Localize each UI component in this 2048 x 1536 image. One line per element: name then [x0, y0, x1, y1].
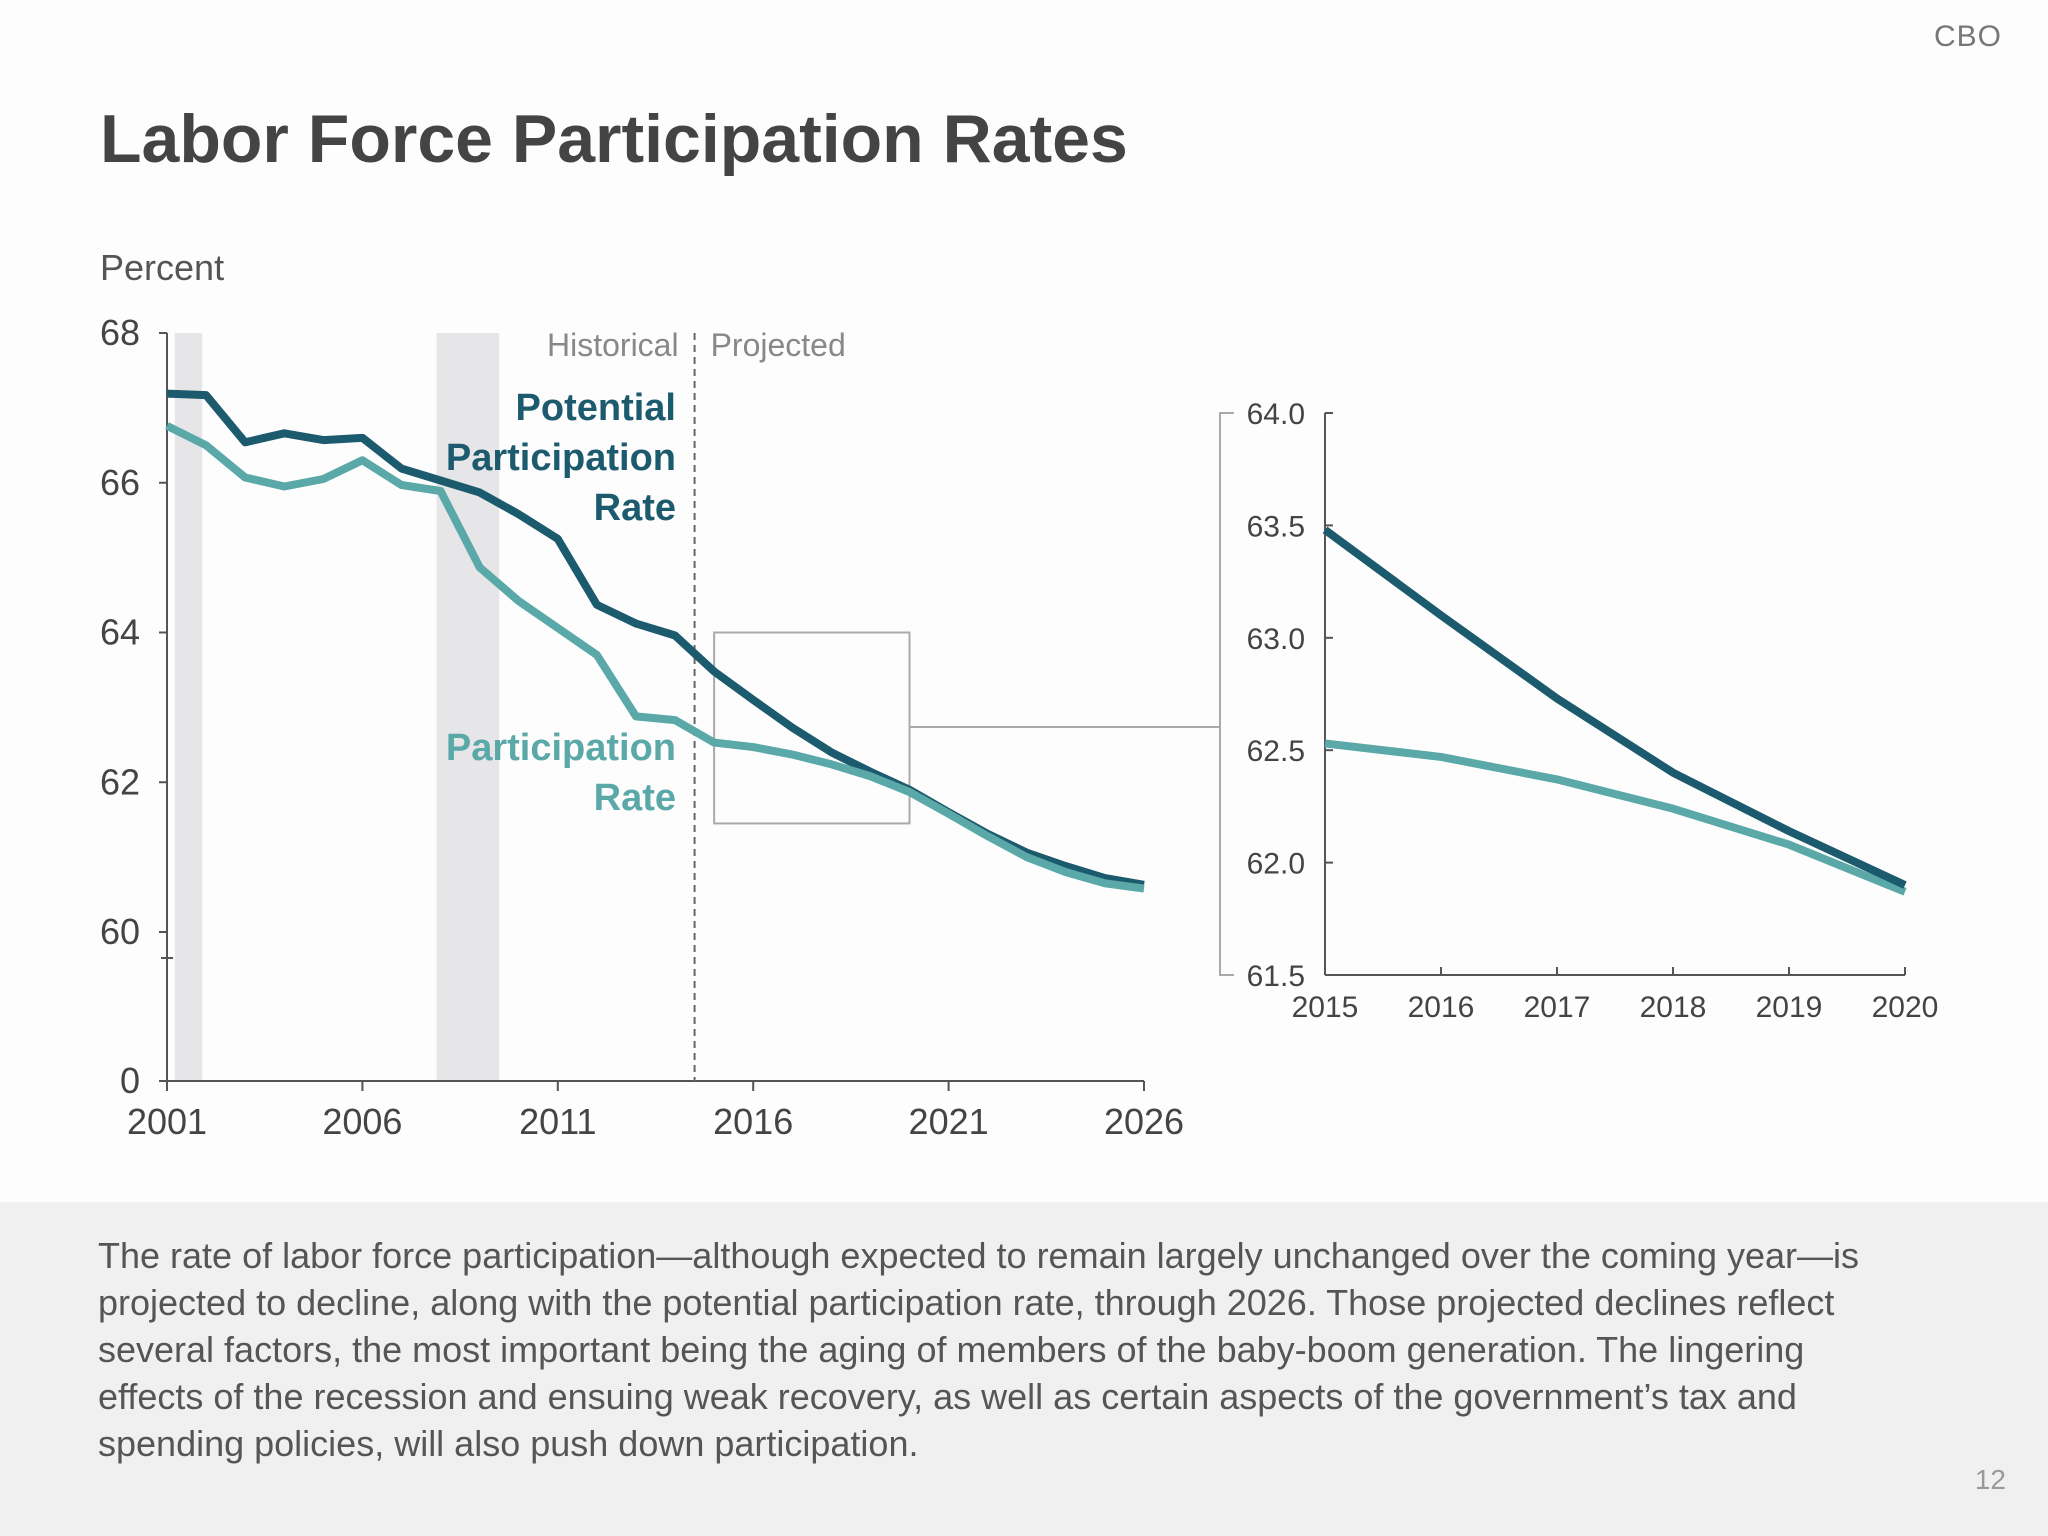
y-axis-label: Percent	[100, 247, 224, 288]
inset-x-tick-label: 2016	[1408, 991, 1475, 1024]
inset-x-tick-label: 2015	[1292, 991, 1359, 1024]
y-tick-label: 66	[100, 462, 140, 503]
series-label: Participation	[446, 727, 676, 769]
y-tick-label: 60	[100, 911, 140, 952]
projected-label: Projected	[711, 327, 846, 363]
inset-y-tick-label: 62.5	[1247, 735, 1305, 768]
y-tick-label: 0	[120, 1060, 140, 1101]
y-tick-label: 62	[100, 761, 140, 802]
cbo-label: CBO	[1933, 20, 2002, 53]
chart: Percent 0 60 62 64 66 68 2001 2006 2011 2016 2021 2…	[100, 247, 1939, 1142]
recession-shading	[436, 333, 500, 1081]
inset-y-tick-label: 61.5	[1247, 960, 1305, 993]
x-tick-label: 2011	[519, 1101, 596, 1142]
series-label: Participation	[446, 437, 676, 479]
inset-bracket	[1219, 412, 1234, 976]
inset-x-tick-label: 2017	[1524, 991, 1591, 1024]
series-label: Rate	[594, 777, 676, 819]
x-tick-label: 2021	[909, 1101, 989, 1142]
inset-participation-rate-line	[1324, 739, 1907, 896]
y-tick-label: 64	[100, 612, 140, 653]
inset-y-tick-label: 63.0	[1247, 623, 1305, 656]
inset-y-tick-label: 63.5	[1247, 510, 1305, 543]
inset-x-tick-label: 2018	[1640, 991, 1707, 1024]
series-label: Rate	[594, 487, 676, 529]
inset-potential-participation-line	[1322, 526, 1907, 889]
zoom-box	[713, 631, 911, 825]
inset-x-tick-label: 2019	[1756, 991, 1823, 1024]
caption-panel: The rate of labor force participation—al…	[0, 1202, 2048, 1536]
inset-y-tick-label: 64.0	[1247, 398, 1305, 431]
series-label: Potential	[516, 387, 676, 429]
participation-rate-line	[165, 422, 1145, 893]
inset-x-tick-label: 2020	[1872, 991, 1939, 1024]
caption-text: The rate of labor force participation—al…	[98, 1235, 1859, 1464]
recession-shading	[174, 333, 203, 1081]
x-tick-label: 2016	[713, 1101, 793, 1142]
page-title: Labor Force Participation Rates	[100, 101, 1128, 177]
y-tick-label: 68	[100, 312, 140, 353]
x-tick-label: 2001	[127, 1101, 207, 1142]
x-tick-label: 2026	[1104, 1101, 1184, 1142]
inset-y-tick-label: 62.0	[1247, 848, 1305, 881]
x-tick-label: 2006	[322, 1101, 402, 1142]
historical-label: Historical	[547, 327, 679, 363]
page-number: 12	[1974, 1464, 2006, 1495]
